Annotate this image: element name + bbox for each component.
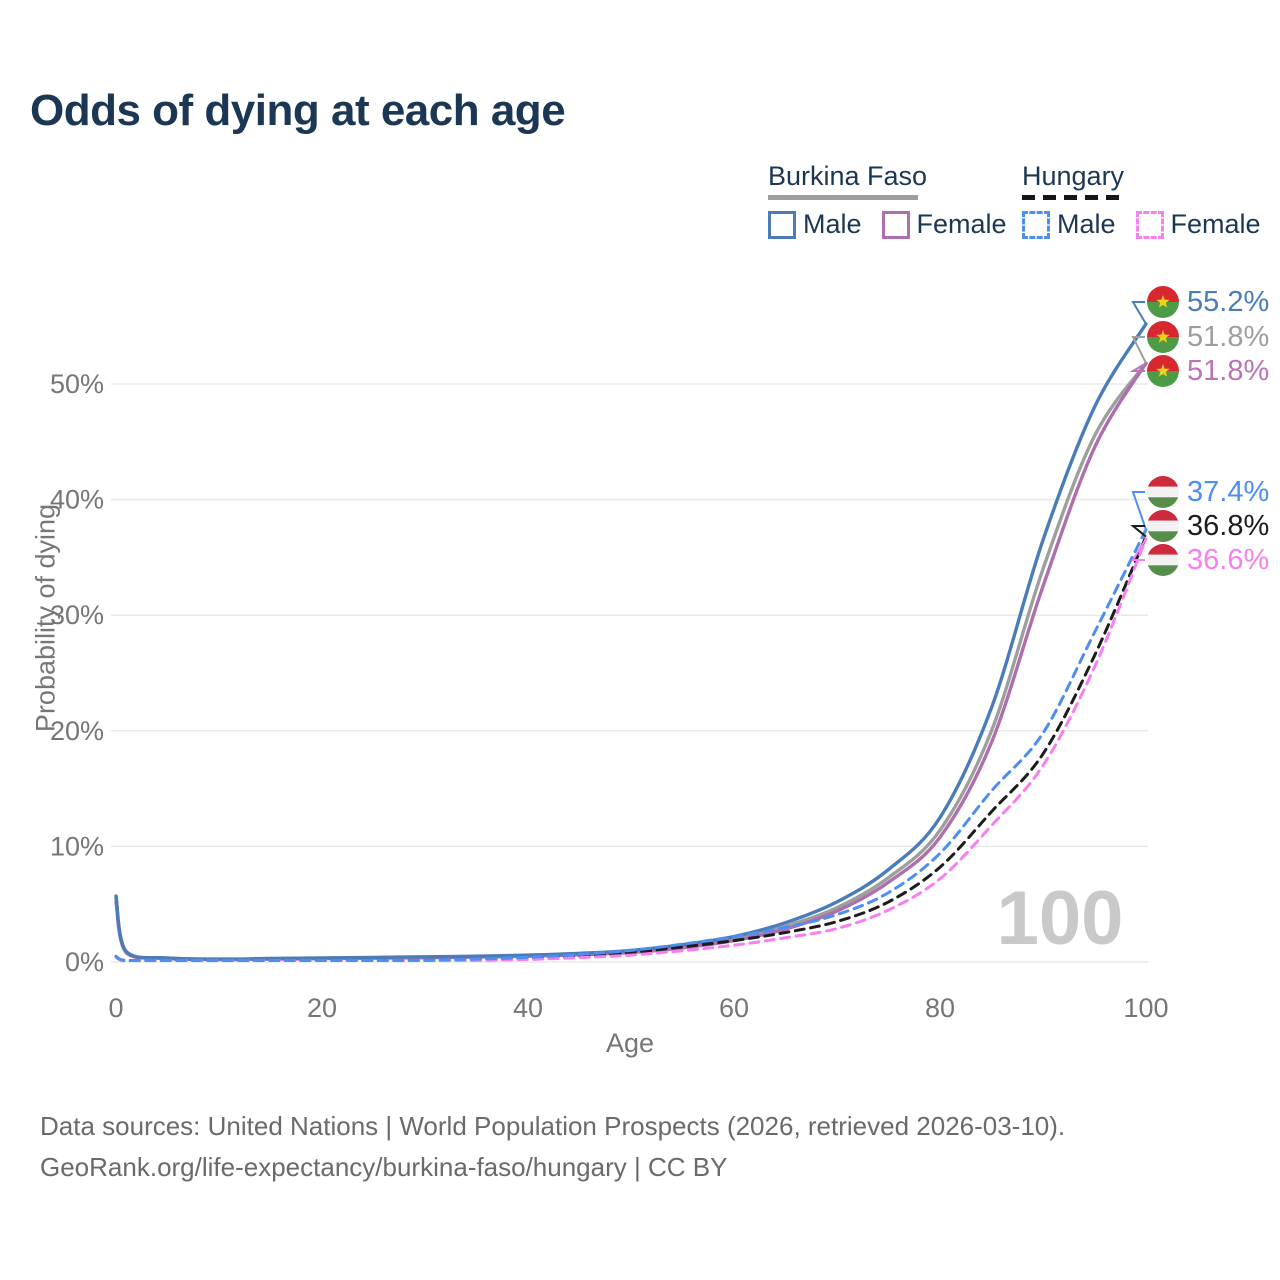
y-tick-label: 0% bbox=[65, 947, 104, 977]
label-connector-4 bbox=[1130, 525, 1147, 538]
legend-item-label: Female bbox=[1170, 209, 1261, 239]
x-tick-label: 80 bbox=[925, 993, 955, 1023]
legend-item-burkina-faso-female[interactable]: Female bbox=[881, 209, 1007, 240]
end-value: 36.6% bbox=[1187, 543, 1270, 576]
end-label-hungary-both: 36.8% bbox=[1147, 510, 1269, 542]
footer: Data sources: United Nations | World Pop… bbox=[40, 1106, 1065, 1188]
label-connector-5 bbox=[1131, 538, 1147, 561]
burkina-faso-flag-icon bbox=[1147, 355, 1179, 387]
legend-item-hungary-male[interactable]: Male bbox=[1022, 209, 1116, 240]
hungary-flag-icon bbox=[1147, 476, 1179, 508]
burkina-faso-flag-icon bbox=[1147, 286, 1179, 318]
series-line-4 bbox=[114, 535, 1148, 962]
page-title: Odds of dying at each age bbox=[30, 86, 566, 135]
series-line-5 bbox=[114, 537, 1148, 962]
line-swatch-solid-blue-icon bbox=[768, 210, 796, 239]
series-line-1 bbox=[114, 361, 1148, 962]
legend-country-hungary[interactable]: Hungary bbox=[1022, 161, 1125, 191]
y-tick-label: 10% bbox=[50, 831, 104, 861]
legend-group-hungary: Hungary Male Female bbox=[1022, 161, 1280, 240]
legend-item-label: Male bbox=[803, 209, 862, 239]
y-tick-label: 50% bbox=[50, 369, 104, 399]
line-swatch-solid-purple-icon bbox=[881, 210, 910, 239]
end-value: 51.8% bbox=[1187, 354, 1270, 387]
line-swatch-dashed-blue-icon bbox=[1022, 210, 1050, 239]
legend-item-burkina-faso-male[interactable]: Male bbox=[768, 209, 862, 240]
end-label-burkina-faso-male: 55.2% bbox=[1147, 286, 1269, 318]
y-tick-label: 40% bbox=[50, 485, 104, 515]
series-line-3 bbox=[114, 528, 1148, 962]
series-line-0 bbox=[114, 322, 1148, 961]
burkina-faso-flag-icon bbox=[1147, 321, 1179, 353]
end-value: 37.4% bbox=[1187, 475, 1270, 508]
end-label-hungary-male: 37.4% bbox=[1147, 476, 1269, 508]
end-value: 55.2% bbox=[1187, 285, 1270, 318]
end-value: 51.8% bbox=[1187, 320, 1270, 353]
x-tick-label: 20 bbox=[307, 993, 337, 1023]
x-tick-label: 0 bbox=[108, 993, 123, 1023]
data-source-line: Data sources: United Nations | World Pop… bbox=[40, 1111, 1066, 1141]
attribution-line: GeoRank.org/life-expectancy/burkina-faso… bbox=[40, 1152, 728, 1182]
legend-item-label: Male bbox=[1057, 209, 1116, 239]
label-connector-1 bbox=[1131, 336, 1147, 364]
end-label-burkina-faso-both: 51.8% bbox=[1147, 321, 1269, 353]
x-tick-label: 60 bbox=[719, 993, 749, 1023]
end-value: 36.8% bbox=[1187, 509, 1270, 542]
line-swatch-dashed-pink-icon bbox=[1135, 210, 1164, 239]
series-line-2 bbox=[114, 361, 1148, 962]
legend-country-burkina-faso[interactable]: Burkina Faso bbox=[768, 161, 928, 191]
x-tick-label: 100 bbox=[1123, 993, 1168, 1023]
end-label-burkina-faso-female: 51.8% bbox=[1147, 355, 1269, 387]
legend-item-hungary-female[interactable]: Female bbox=[1135, 209, 1261, 240]
label-connector-0 bbox=[1131, 301, 1147, 325]
hungary-flag-icon bbox=[1147, 510, 1179, 542]
y-axis-title: Probability of dying bbox=[30, 503, 61, 733]
legend-group-burkina-faso: Burkina Faso Male Female bbox=[768, 161, 1027, 240]
x-axis-title: Age bbox=[605, 1028, 655, 1058]
y-tick-label: 30% bbox=[50, 600, 104, 630]
label-connector-3 bbox=[1131, 491, 1147, 531]
age-watermark: 100 bbox=[997, 876, 1124, 961]
x-tick-label: 40 bbox=[513, 993, 543, 1023]
end-label-hungary-female: 36.6% bbox=[1147, 544, 1269, 576]
hungary-flag-icon bbox=[1147, 544, 1179, 576]
label-connector-2 bbox=[1129, 362, 1147, 372]
y-tick-label: 20% bbox=[50, 716, 104, 746]
legend-line-style-solid bbox=[768, 195, 918, 200]
legend-line-style-dashed bbox=[1022, 195, 1122, 200]
legend-item-label: Female bbox=[916, 209, 1007, 239]
